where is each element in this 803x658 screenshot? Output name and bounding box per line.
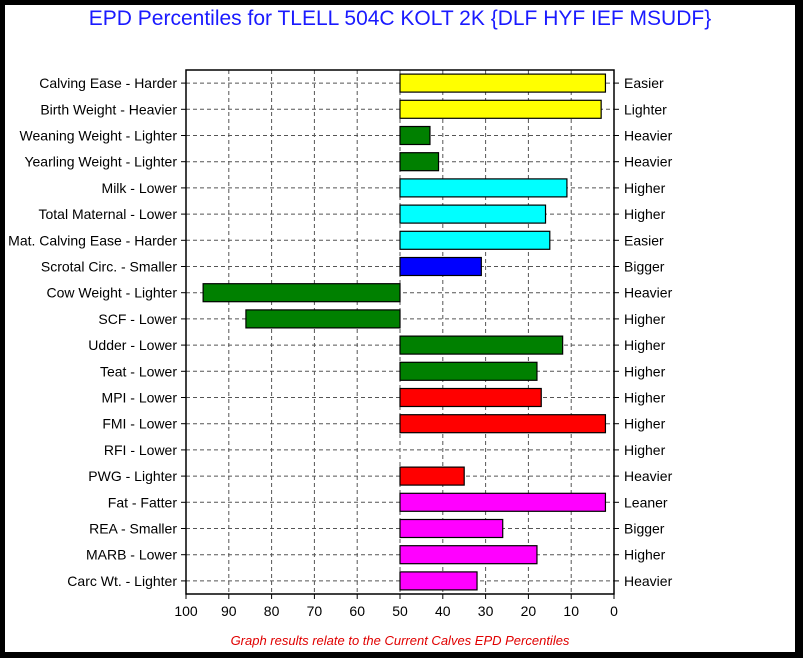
category-label-right: Heavier <box>624 573 673 589</box>
x-tick-label: 30 <box>478 603 494 619</box>
category-label-left: Carc Wt. - Lighter <box>67 573 177 589</box>
category-label-right: Easier <box>624 232 664 248</box>
category-label-left: Birth Weight - Heavier <box>40 101 177 117</box>
category-label-right: Higher <box>624 416 666 432</box>
bar-10 <box>399 335 564 355</box>
chart-title: EPD Percentiles for TLELL 504C KOLT 2K {… <box>88 7 712 30</box>
bar-0 <box>399 73 607 93</box>
x-tick-label: 70 <box>307 603 323 619</box>
bar-11 <box>399 361 538 381</box>
bar-18 <box>399 545 538 565</box>
chart-footer-note: Graph results relate to the Current Calv… <box>230 633 570 648</box>
bar-2 <box>399 125 431 146</box>
category-label-left: RFI - Lower <box>104 442 177 458</box>
category-label-left: Total Maternal - Lower <box>38 206 177 222</box>
x-tick-label: 100 <box>174 603 198 619</box>
bar-9 <box>245 309 401 329</box>
x-tick-label: 20 <box>521 603 537 619</box>
category-label-left: Scrotal Circ. - Smaller <box>41 259 177 275</box>
category-label-right: Higher <box>624 442 666 458</box>
category-label-right: Easier <box>624 75 664 91</box>
category-label-left: MARB - Lower <box>86 547 177 563</box>
category-label-right: Higher <box>624 547 666 563</box>
bar-17 <box>399 518 504 539</box>
category-label-right: Heavier <box>624 285 673 301</box>
category-label-left: Mat. Calving Ease - Harder <box>8 232 177 248</box>
x-tick-label: 0 <box>610 603 618 619</box>
category-label-left: Teat - Lower <box>100 363 177 379</box>
category-label-right: Higher <box>624 390 666 406</box>
category-label-left: MPI - Lower <box>102 390 178 406</box>
category-label-right: Heavier <box>624 154 673 170</box>
category-label-left: Udder - Lower <box>88 337 177 353</box>
category-label-right: Higher <box>624 180 666 196</box>
category-label-right: Higher <box>624 311 666 327</box>
category-label-left: FMI - Lower <box>102 416 177 432</box>
category-label-left: PWG - Lighter <box>88 468 177 484</box>
category-label-left: Weaning Weight - Lighter <box>20 128 178 144</box>
bar-19 <box>399 571 478 591</box>
bar-13 <box>399 414 607 434</box>
x-tick-label: 90 <box>221 603 237 619</box>
bar-7 <box>399 256 482 277</box>
bar-1 <box>399 99 602 119</box>
bar-6 <box>399 230 551 250</box>
category-label-right: Heavier <box>624 468 673 484</box>
bar-3 <box>399 152 440 172</box>
x-tick-label: 60 <box>349 603 365 619</box>
category-label-left: Cow Weight - Lighter <box>47 285 178 301</box>
category-label-right: Higher <box>624 337 666 353</box>
x-tick-label: 10 <box>563 603 579 619</box>
category-label-right: Higher <box>624 363 666 379</box>
category-label-left: Calving Ease - Harder <box>39 75 177 91</box>
category-label-right: Heavier <box>624 128 673 144</box>
category-label-right: Leaner <box>624 494 668 510</box>
epd-percentile-chart: Calving Ease - Harder Easier Birth Weight … <box>8 69 673 619</box>
x-tick-label: 80 <box>264 603 280 619</box>
bar-12 <box>399 387 542 408</box>
bar-5 <box>399 204 547 224</box>
chart-panel: EPD Percentiles for TLELL 504C KOLT 2K {… <box>5 5 795 652</box>
bar-16 <box>399 492 607 512</box>
x-tick-label: 40 <box>435 603 451 619</box>
category-label-left: Fat - Fatter <box>108 494 178 510</box>
category-label-right: Higher <box>624 206 666 222</box>
category-label-left: Milk - Lower <box>102 180 178 196</box>
bar-15 <box>399 466 465 486</box>
category-label-right: Bigger <box>624 521 665 537</box>
bar-8 <box>202 283 401 303</box>
category-label-left: SCF - Lower <box>98 311 177 327</box>
bar-4 <box>399 178 568 198</box>
category-label-left: Yearling Weight - Lighter <box>24 154 177 170</box>
category-label-right: Lighter <box>624 101 667 117</box>
x-tick-label: 50 <box>392 603 408 619</box>
category-label-left: REA - Smaller <box>89 521 177 537</box>
category-label-right: Bigger <box>624 259 665 275</box>
